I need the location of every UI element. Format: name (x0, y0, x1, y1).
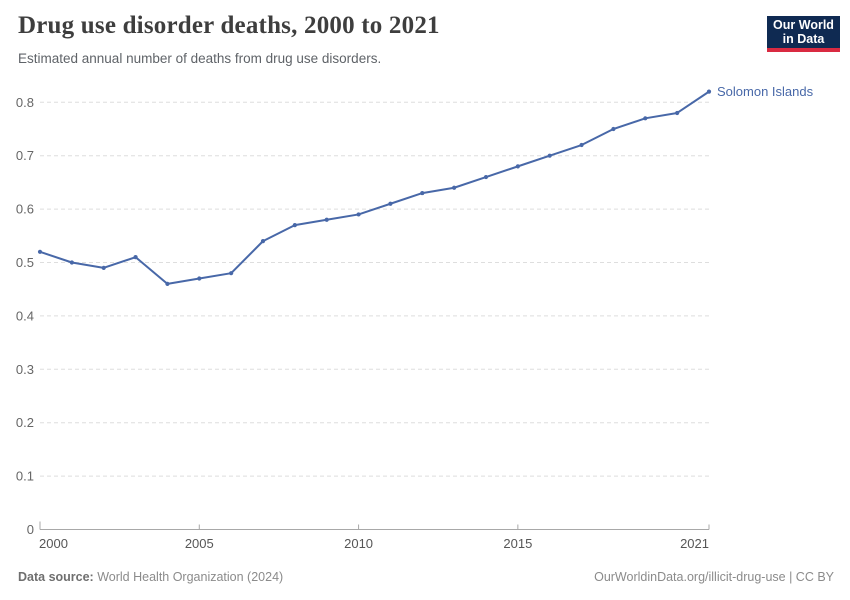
data-source-value: World Health Organization (2024) (97, 570, 284, 584)
data-point (388, 201, 393, 206)
y-tick-label: 0.4 (16, 308, 34, 323)
x-tick-label: 2015 (503, 536, 532, 551)
x-tick-label: 2005 (185, 536, 214, 551)
page-title: Drug use disorder deaths, 2000 to 2021 (18, 12, 440, 39)
data-point (229, 271, 234, 276)
y-tick-label: 0 (27, 522, 34, 537)
data-point (69, 260, 74, 265)
data-point (197, 276, 202, 281)
data-point (547, 153, 552, 158)
data-point (483, 174, 489, 180)
owid-logo-line2: in Data (782, 32, 825, 46)
chart-subtitle: Estimated annual number of deaths from d… (18, 51, 382, 66)
y-tick-label: 0.6 (16, 202, 34, 217)
data-point (420, 190, 425, 196)
x-tick-label: 2000 (39, 536, 68, 551)
y-tick-label: 0.2 (16, 415, 34, 430)
y-tick-label: 0.3 (16, 362, 34, 377)
data-point (515, 164, 520, 169)
y-tick-label: 0.8 (16, 95, 34, 110)
series-line (39, 90, 710, 285)
data-point (101, 265, 106, 270)
data-source-label: Data source: (18, 570, 94, 584)
y-tick-label: 0.1 (16, 469, 34, 484)
x-tick-label: 2010 (344, 536, 373, 551)
credit-link[interactable]: OurWorldinData.org/illicit-drug-use | CC… (594, 570, 834, 584)
data-point (356, 212, 361, 217)
data-point (133, 255, 138, 260)
y-tick-label: 0.5 (16, 255, 34, 270)
data-point (643, 116, 648, 121)
data-point (165, 281, 170, 286)
data-point (324, 217, 329, 222)
data-point (706, 89, 712, 94)
data-point (292, 223, 297, 228)
x-tick-label: 2021 (680, 536, 709, 551)
data-point (37, 249, 43, 254)
series-label[interactable]: Solomon Islands (717, 84, 814, 99)
owid-logo-line1: Our World (773, 18, 834, 32)
data-point (452, 185, 457, 190)
data-point (675, 110, 680, 116)
owid-logo[interactable]: Our World in Data (767, 16, 840, 52)
data-point (579, 142, 584, 148)
data-source: Data source: World Health Organization (… (18, 570, 283, 584)
y-tick-label: 0.7 (16, 148, 34, 163)
data-point (611, 126, 616, 132)
data-point (260, 239, 266, 244)
